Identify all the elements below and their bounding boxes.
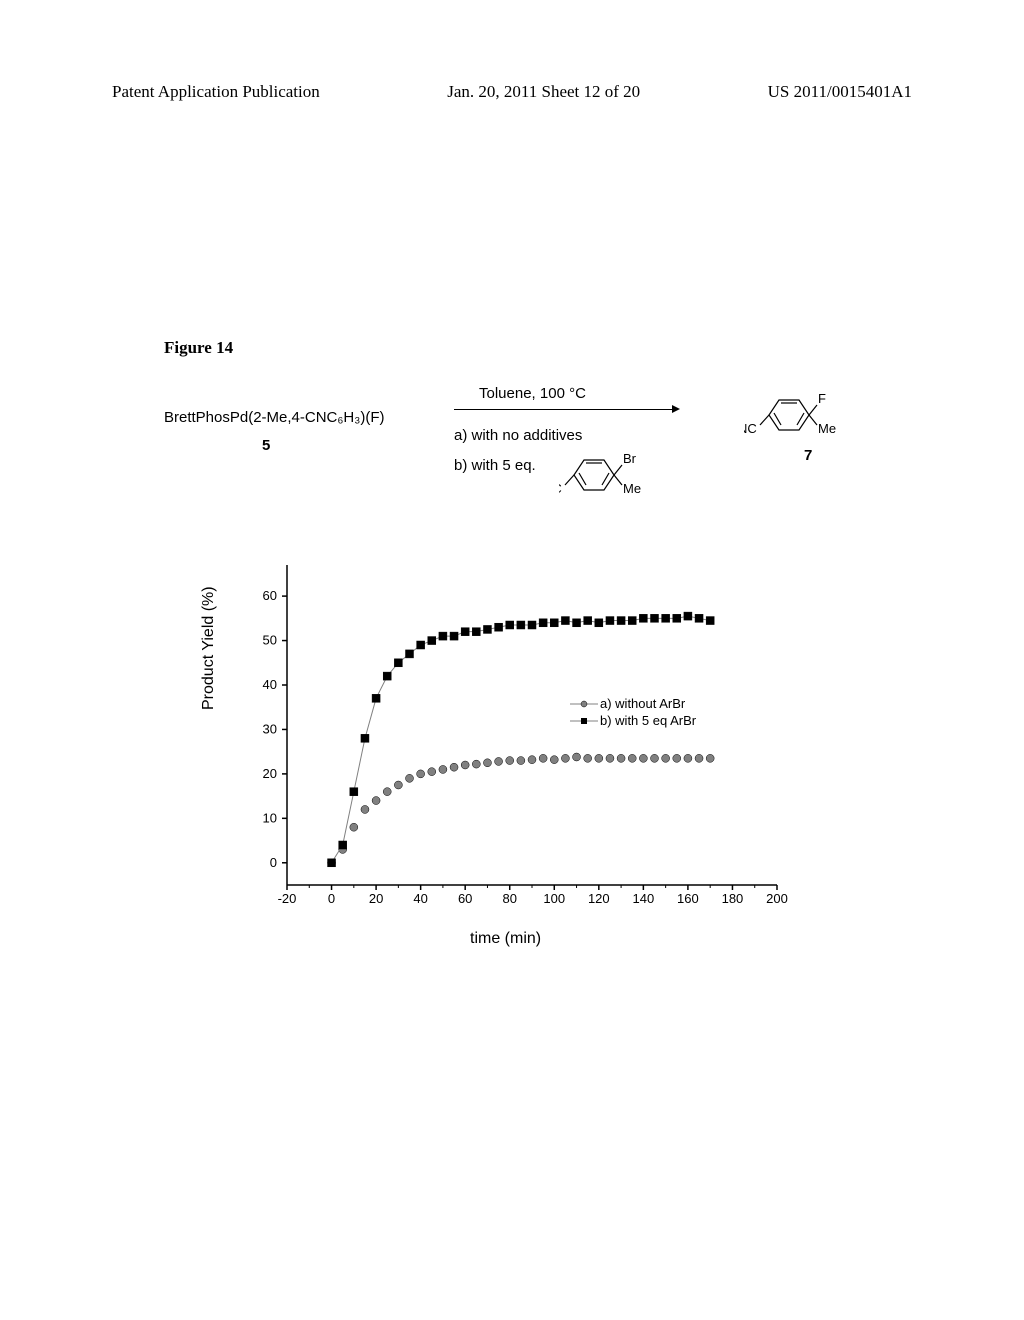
header-center: Jan. 20, 2011 Sheet 12 of 20 xyxy=(447,82,640,102)
svg-text:60: 60 xyxy=(458,891,472,906)
nc-substituent: NC xyxy=(744,421,757,436)
header-right: US 2011/0015401A1 xyxy=(768,82,912,102)
legend-label-b: b) with 5 eq ArBr xyxy=(600,713,696,728)
nc-substituent: NC xyxy=(559,481,562,496)
svg-text:0: 0 xyxy=(270,855,277,870)
svg-text:30: 30 xyxy=(263,721,277,736)
svg-text:140: 140 xyxy=(633,891,655,906)
svg-text:200: 200 xyxy=(766,891,788,906)
page-header: Patent Application Publication Jan. 20, … xyxy=(0,82,1024,102)
reaction-arrow-line xyxy=(454,409,674,410)
legend-item-a: a) without ArBr xyxy=(568,695,696,712)
svg-text:50: 50 xyxy=(263,633,277,648)
product-molecule: F Me NC xyxy=(744,385,834,449)
br-benzene-molecule: Br Me NC xyxy=(559,445,649,509)
figure-label: Figure 14 xyxy=(164,338,233,358)
chart-legend: a) without ArBr b) with 5 eq ArBr xyxy=(568,695,696,729)
br-substituent: Br xyxy=(623,451,637,466)
svg-text:20: 20 xyxy=(263,766,277,781)
product-number: 7 xyxy=(804,447,812,464)
svg-text:40: 40 xyxy=(413,891,427,906)
svg-text:60: 60 xyxy=(263,588,277,603)
svg-text:0: 0 xyxy=(328,891,335,906)
svg-text:180: 180 xyxy=(722,891,744,906)
reactant-formula: BrettPhosPd(2-Me,4-CNC₆H₃)(F) xyxy=(164,409,385,426)
reaction-arrow-head xyxy=(672,405,680,413)
me-substituent: Me xyxy=(818,421,836,436)
chart-container: -20 0 20 40 60 80 100 120 140 160 180 200 0 10 20 30 40 5… xyxy=(232,555,792,925)
yield-chart: -20 0 20 40 60 80 100 120 140 160 180 200 0 10 20 30 40 5… xyxy=(232,555,792,925)
reactant-number: 5 xyxy=(262,437,270,454)
legend-item-b: b) with 5 eq ArBr xyxy=(568,712,696,729)
legend-marker-square xyxy=(568,715,600,727)
svg-text:10: 10 xyxy=(263,810,277,825)
f-substituent: F xyxy=(818,391,826,406)
me-substituent: Me xyxy=(623,481,641,496)
header-left: Patent Application Publication xyxy=(112,82,320,102)
svg-text:100: 100 xyxy=(543,891,565,906)
condition-b: b) with 5 eq. xyxy=(454,457,536,474)
legend-label-a: a) without ArBr xyxy=(600,696,685,711)
y-axis-label: Product Yield (%) xyxy=(200,586,218,710)
legend-marker-circle xyxy=(568,698,600,710)
reaction-conditions-top: Toluene, 100 °C xyxy=(479,385,586,402)
svg-text:120: 120 xyxy=(588,891,610,906)
svg-text:20: 20 xyxy=(369,891,383,906)
condition-a: a) with no additives xyxy=(454,427,582,444)
svg-text:80: 80 xyxy=(502,891,516,906)
svg-text:-20: -20 xyxy=(278,891,297,906)
svg-text:160: 160 xyxy=(677,891,699,906)
svg-text:40: 40 xyxy=(263,677,277,692)
x-axis-label: time (min) xyxy=(470,930,541,948)
